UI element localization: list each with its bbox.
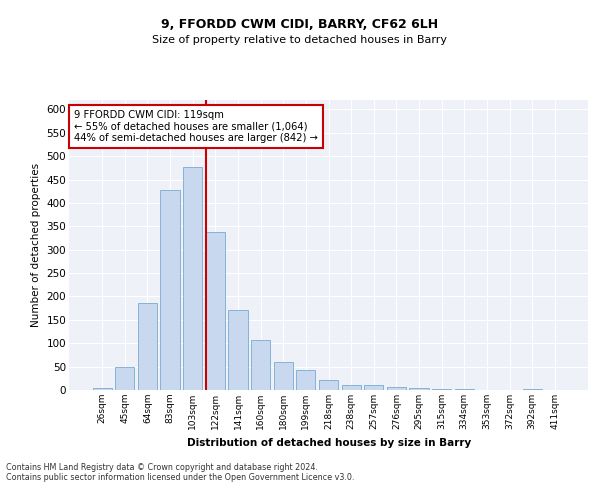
Bar	[432, 389, 451, 390]
Bar	[274, 362, 293, 390]
Bar	[319, 380, 338, 390]
Text: 9 FFORDD CWM CIDI: 119sqm
← 55% of detached houses are smaller (1,064)
44% of se: 9 FFORDD CWM CIDI: 119sqm ← 55% of detac…	[74, 110, 318, 144]
Bar	[206, 232, 225, 390]
Bar	[455, 389, 474, 390]
Bar	[138, 303, 157, 390]
Bar	[92, 388, 112, 390]
Bar	[409, 388, 428, 390]
Text: Contains HM Land Registry data © Crown copyright and database right 2024.
Contai: Contains HM Land Registry data © Crown c…	[6, 462, 355, 482]
Bar	[160, 190, 180, 390]
Bar	[183, 168, 202, 390]
Bar	[115, 366, 134, 390]
Text: Size of property relative to detached houses in Barry: Size of property relative to detached ho…	[152, 35, 448, 45]
Bar	[229, 310, 248, 390]
Text: 9, FFORDD CWM CIDI, BARRY, CF62 6LH: 9, FFORDD CWM CIDI, BARRY, CF62 6LH	[161, 18, 439, 30]
Bar	[251, 340, 270, 390]
Bar	[387, 386, 406, 390]
Text: Distribution of detached houses by size in Barry: Distribution of detached houses by size …	[187, 438, 471, 448]
Bar	[364, 386, 383, 390]
Y-axis label: Number of detached properties: Number of detached properties	[31, 163, 41, 327]
Bar	[523, 389, 542, 390]
Bar	[341, 386, 361, 390]
Bar	[296, 370, 316, 390]
